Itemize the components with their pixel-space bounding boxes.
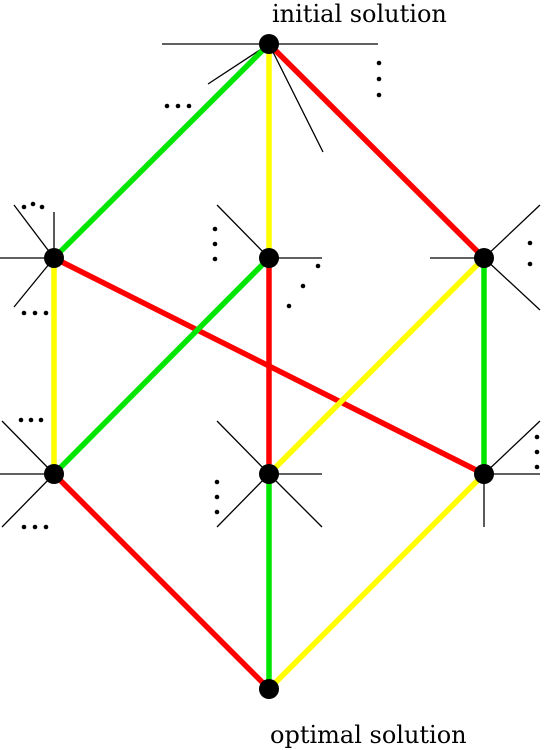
node-B	[259, 248, 279, 268]
edge-C-E	[266, 255, 487, 477]
edge-initial-A	[51, 41, 272, 261]
edge-F-optimal	[266, 471, 487, 692]
node-D	[44, 464, 64, 484]
nodes	[44, 34, 494, 699]
ellipsis-dots	[18, 60, 540, 530]
node-F	[474, 464, 494, 484]
node-initial	[259, 34, 279, 54]
edge-initial-C	[266, 41, 487, 261]
initial-solution-label: initial solution	[272, 0, 447, 28]
optimal-solution-label: optimal solution	[270, 721, 467, 749]
edge-B-D	[51, 255, 272, 477]
edge-D-optimal	[51, 471, 272, 692]
node-E	[259, 464, 279, 484]
node-optimal	[259, 679, 279, 699]
colored-edges	[51, 41, 487, 692]
node-C	[474, 248, 494, 268]
node-A	[44, 248, 64, 268]
